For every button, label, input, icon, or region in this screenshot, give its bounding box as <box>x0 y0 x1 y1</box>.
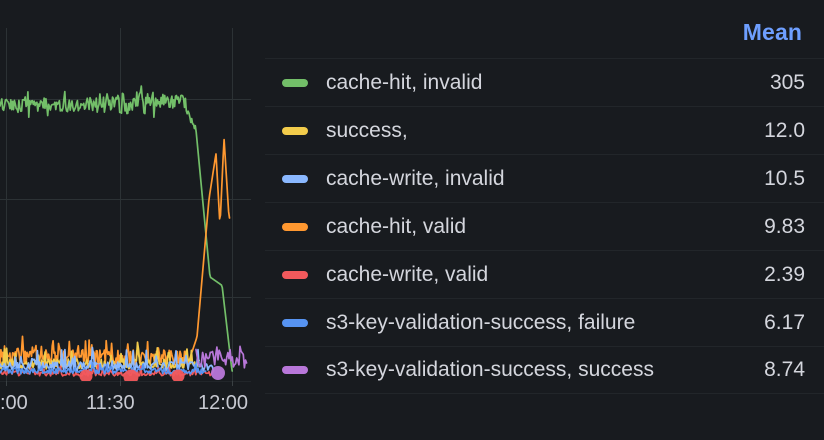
series-name[interactable]: cache-write, invalid <box>326 166 505 190</box>
series-color-swatch[interactable] <box>282 174 308 183</box>
legend-row[interactable]: cache-hit, valid 9.83 <box>265 202 824 250</box>
axis-baseline <box>0 381 251 382</box>
x-tick-label: 12:00 <box>198 392 249 414</box>
legend-column-header-mean[interactable]: Mean <box>742 18 802 45</box>
legend-row[interactable]: success, 12.0 <box>265 106 824 154</box>
series-mean-value: 6.17 <box>764 310 805 334</box>
data-point-marker[interactable] <box>79 369 93 382</box>
series-color-swatch[interactable] <box>282 318 308 327</box>
x-tick-mark <box>6 381 7 386</box>
series-name[interactable]: cache-write, valid <box>326 262 489 286</box>
legend-row[interactable]: s3-key-validation-success, success 8.74 <box>265 346 824 394</box>
series-mean-value: 305 <box>769 70 805 94</box>
series-color-swatch[interactable] <box>282 78 308 87</box>
chart-area: :00 11:30 12:00 <box>0 0 262 440</box>
series-color-swatch[interactable] <box>282 366 308 374</box>
data-point-marker[interactable] <box>211 366 225 380</box>
series-mean-value: 2.39 <box>764 262 805 286</box>
data-point-marker[interactable] <box>171 369 185 382</box>
series-mean-value: 8.74 <box>764 358 805 381</box>
legend-row[interactable]: cache-hit, invalid 305 <box>265 58 824 106</box>
series-name[interactable]: cache-hit, valid <box>326 214 467 238</box>
x-tick-label: 11:30 <box>86 392 135 414</box>
legend-rows: cache-hit, invalid 305 success, 12.0 cache-w… <box>265 58 824 394</box>
legend-row[interactable]: cache-write, valid 2.39 <box>265 250 824 298</box>
series-color-swatch[interactable] <box>282 126 308 135</box>
series-color-swatch[interactable] <box>282 270 308 279</box>
x-tick-mark <box>120 381 121 386</box>
series-mean-value: 10.5 <box>764 166 805 190</box>
plot-lines <box>0 28 251 381</box>
series-name[interactable]: s3-key-validation-success, success <box>326 358 654 381</box>
series-color-swatch[interactable] <box>282 222 308 231</box>
x-tick-mark <box>232 381 233 386</box>
series-mean-value: 9.83 <box>764 214 805 238</box>
legend-header: Mean <box>262 14 802 50</box>
x-axis: :00 11:30 12:00 <box>0 381 262 440</box>
series-name[interactable]: success, <box>326 118 408 142</box>
series-name[interactable]: cache-hit, invalid <box>326 70 483 94</box>
data-point-marker[interactable] <box>123 369 139 382</box>
x-tick-label: :00 <box>0 392 28 414</box>
legend-row[interactable]: s3-key-validation-success, failure 6.17 <box>265 298 824 346</box>
series-name[interactable]: s3-key-validation-success, failure <box>326 310 636 334</box>
series-mean-value: 12.0 <box>764 118 805 142</box>
legend-row[interactable]: cache-write, invalid 10.5 <box>265 154 824 202</box>
legend-panel: Mean cache-hit, invalid 305 success, 12.0 ca… <box>262 0 824 440</box>
